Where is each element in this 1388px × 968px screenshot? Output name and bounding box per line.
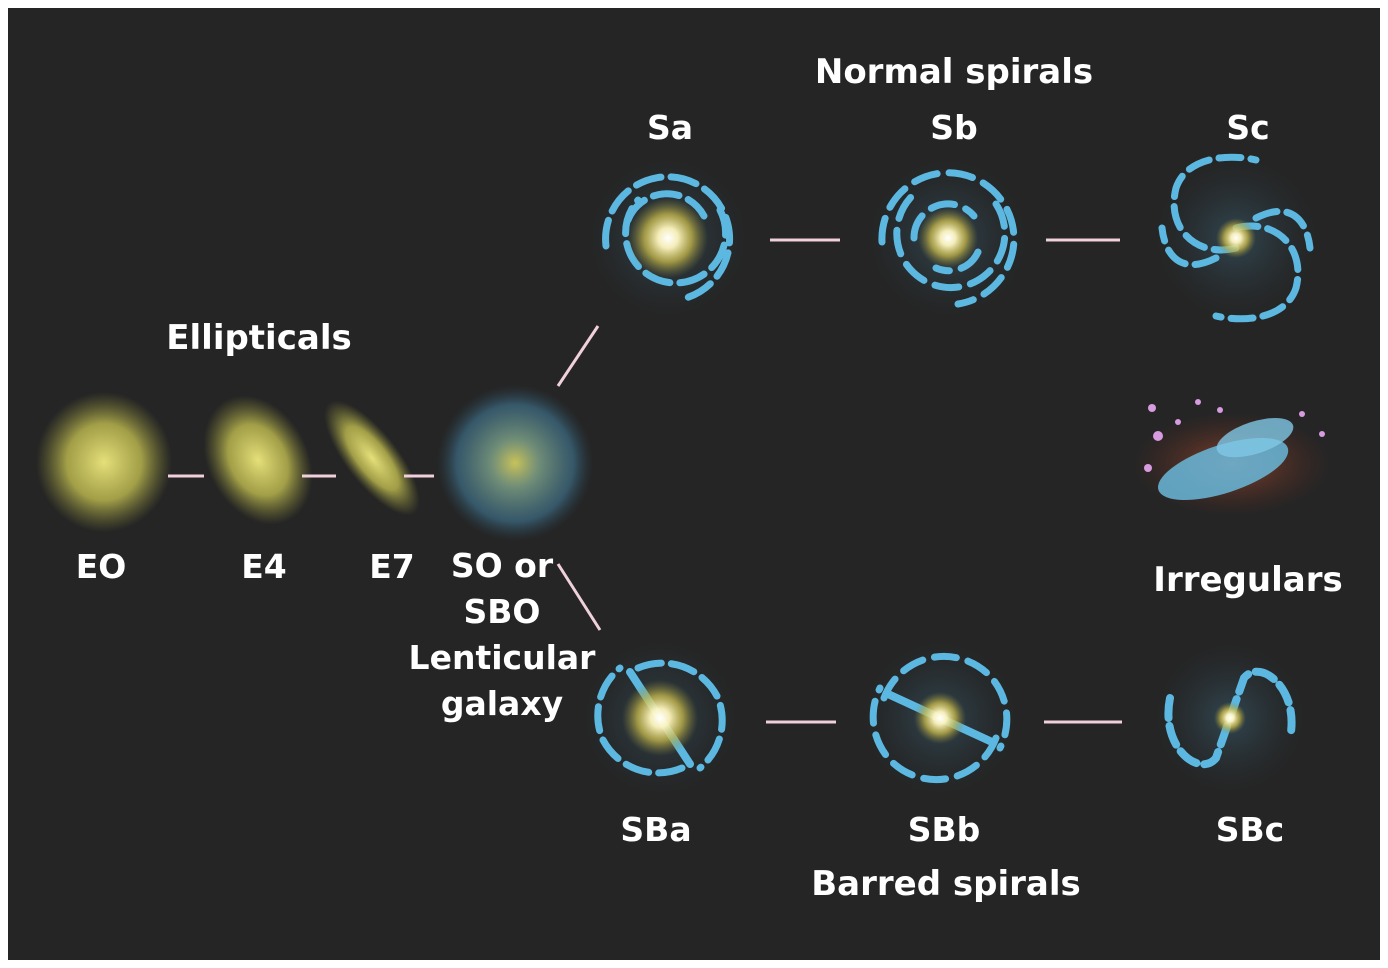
galaxy-e0 <box>36 392 172 532</box>
galaxy-sb <box>870 160 1026 316</box>
irregulars-heading: Irregulars <box>1153 560 1343 600</box>
label-sba: SBa <box>620 810 692 849</box>
label-s0-lenticular: SO or SBO Lenticular galaxy <box>409 543 596 727</box>
barred-spirals-heading: Barred spirals <box>811 864 1081 904</box>
galaxy-sc <box>1156 153 1316 323</box>
galaxy-e4 <box>203 395 313 525</box>
label-sc: Sc <box>1226 108 1270 147</box>
galaxy-sa <box>590 160 746 316</box>
ellipticals-heading: Ellipticals <box>166 318 352 358</box>
connector-s0-sba <box>556 563 602 631</box>
label-e0: EO <box>75 547 127 586</box>
label-sb: Sb <box>930 108 978 147</box>
galaxy-sba <box>584 642 736 794</box>
label-s0-line1: SO or <box>450 546 554 585</box>
galaxy-sbb <box>864 642 1016 794</box>
label-sbb: SBb <box>907 810 981 849</box>
label-e4: E4 <box>241 547 287 586</box>
connector-s0-sa <box>556 325 600 387</box>
galaxy-irregular <box>1132 399 1332 516</box>
label-s0-line2: SBO <box>463 592 541 631</box>
galaxy-s0 <box>437 385 593 541</box>
label-e7: E7 <box>369 547 415 586</box>
galaxy-e7 <box>324 400 420 516</box>
label-s0-line4: galaxy <box>440 684 564 723</box>
label-sa: Sa <box>646 108 694 147</box>
label-sbc: SBc <box>1215 810 1285 849</box>
normal-spirals-heading: Normal spirals <box>814 52 1094 92</box>
galaxy-sbc <box>1156 644 1304 792</box>
connector-lines <box>168 238 1122 724</box>
label-s0-line3: Lenticular <box>408 638 596 677</box>
